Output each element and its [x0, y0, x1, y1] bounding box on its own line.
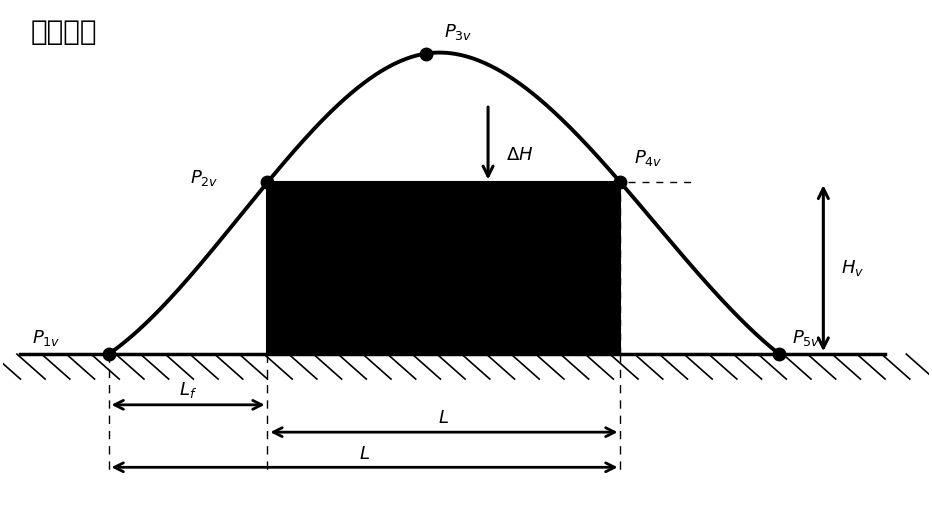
Bar: [267, 182, 621, 354]
Text: $L$: $L$: [438, 409, 449, 427]
Text: $\Delta H$: $\Delta H$: [506, 146, 533, 164]
Text: $P_{2v}$: $P_{2v}$: [190, 168, 219, 188]
Text: $L$: $L$: [359, 445, 370, 463]
Text: $P_{5v}$: $P_{5v}$: [792, 328, 821, 348]
Text: $P_{1v}$: $P_{1v}$: [32, 328, 61, 348]
Text: $P_{3v}$: $P_{3v}$: [444, 22, 473, 42]
Text: $L_f$: $L_f$: [179, 380, 197, 400]
Text: 越障轨迹: 越障轨迹: [31, 18, 97, 46]
Text: $H_v$: $H_v$: [841, 258, 864, 278]
Text: $P_{4v}$: $P_{4v}$: [634, 148, 662, 168]
